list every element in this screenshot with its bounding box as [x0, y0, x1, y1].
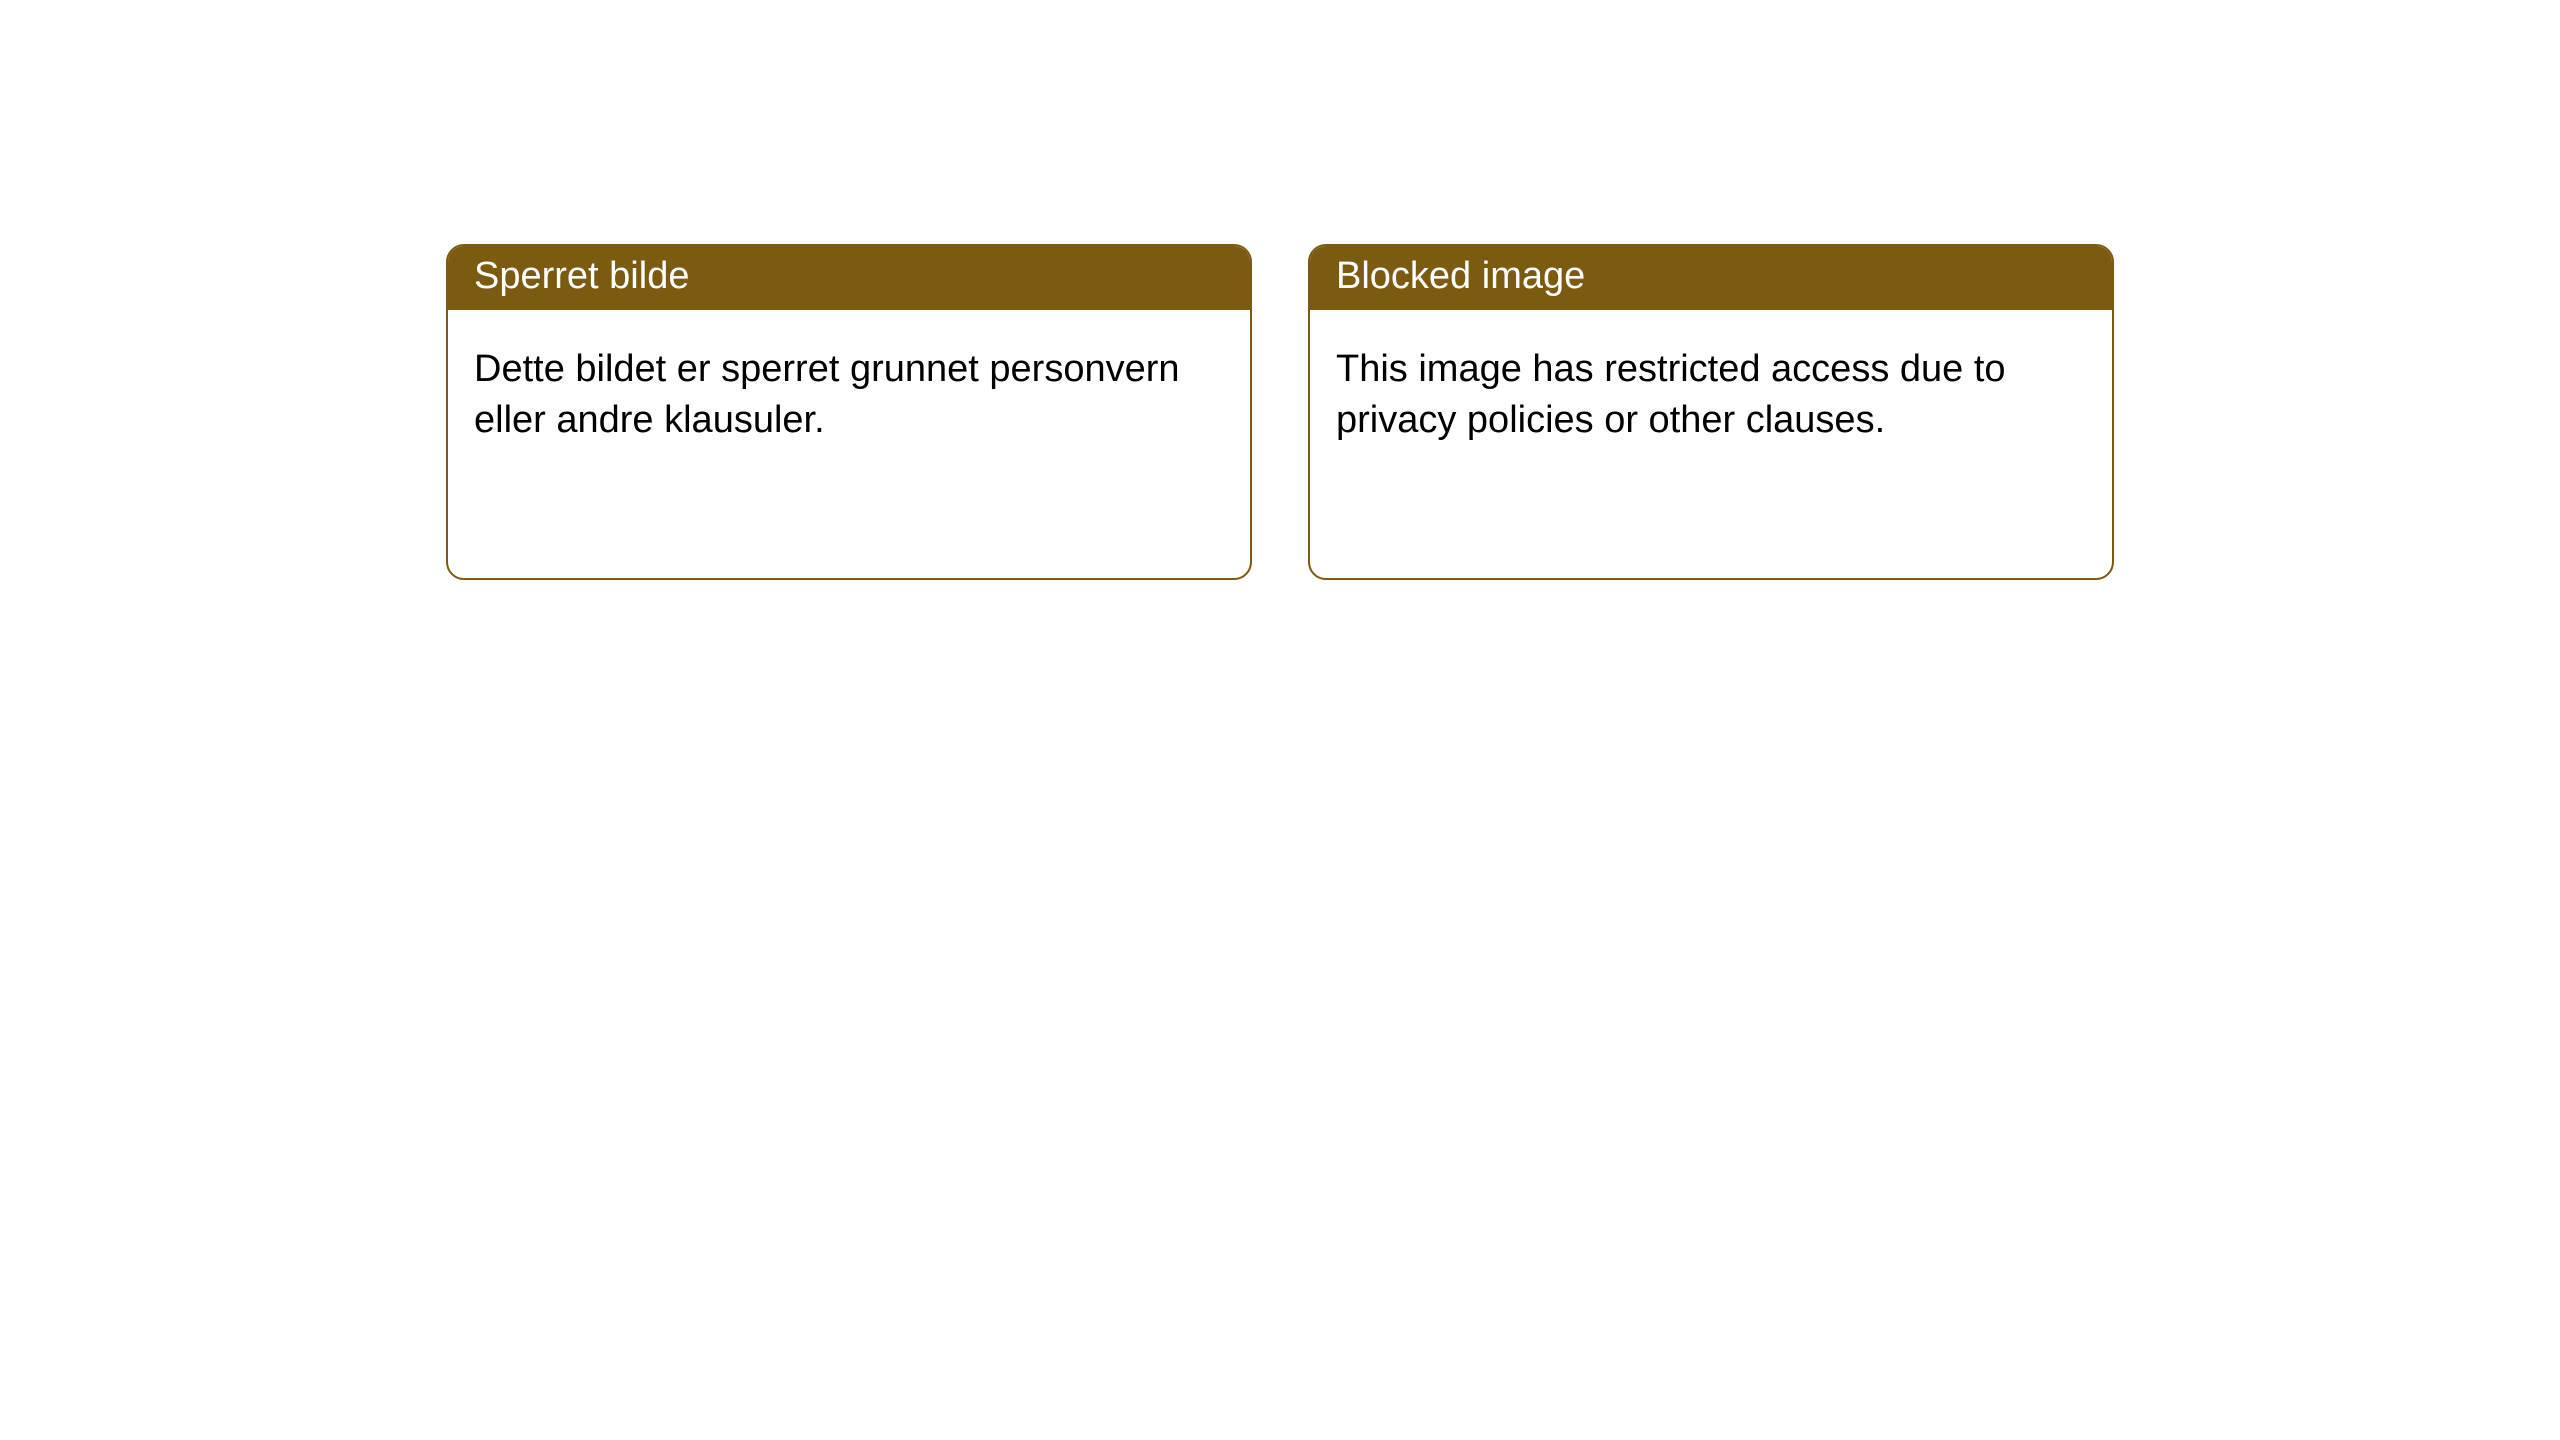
card-title: Blocked image — [1336, 255, 1585, 297]
card-body: This image has restricted access due to … — [1310, 310, 2112, 471]
card-title: Sperret bilde — [474, 255, 689, 297]
notice-card-norwegian: Sperret bilde Dette bildet er sperret gr… — [446, 244, 1252, 580]
card-header: Sperret bilde — [448, 246, 1250, 310]
card-header: Blocked image — [1310, 246, 2112, 310]
card-body-text: This image has restricted access due to … — [1336, 348, 2006, 442]
card-body: Dette bildet er sperret grunnet personve… — [448, 310, 1250, 471]
notice-card-english: Blocked image This image has restricted … — [1308, 244, 2114, 580]
cards-container: Sperret bilde Dette bildet er sperret gr… — [0, 0, 2560, 580]
card-body-text: Dette bildet er sperret grunnet personve… — [474, 348, 1180, 442]
